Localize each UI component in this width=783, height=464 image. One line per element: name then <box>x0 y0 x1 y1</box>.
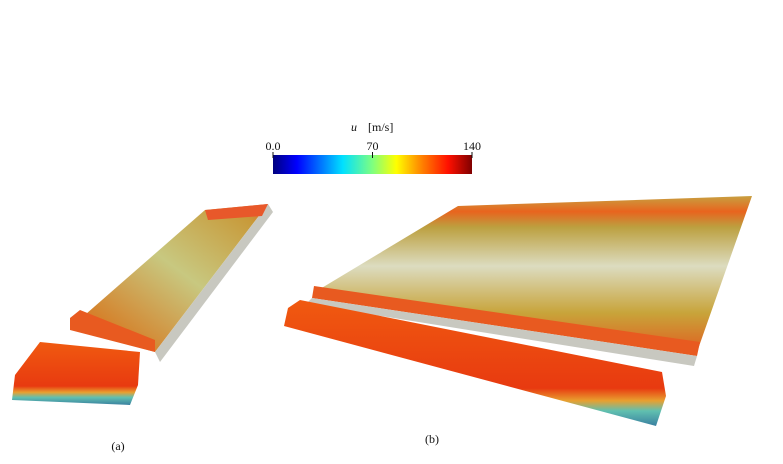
edge <box>306 298 697 366</box>
band <box>205 204 268 220</box>
surface <box>315 196 752 352</box>
front-block <box>284 300 666 426</box>
colorbar-ticks: 0.0 70 140 <box>266 139 481 158</box>
band <box>70 310 155 352</box>
edge <box>155 204 273 362</box>
caption: (a) <box>111 439 124 453</box>
front-block <box>12 342 140 405</box>
surface <box>70 204 268 352</box>
panel-a-render <box>12 204 273 405</box>
tick-label: 70 <box>367 139 379 153</box>
caption: (b) <box>425 432 439 446</box>
panel-b-render <box>284 196 752 426</box>
tick-label: 140 <box>463 139 481 153</box>
tick-label: 0.0 <box>266 139 281 153</box>
colorbar <box>273 155 472 174</box>
colorbar-symbol: u <box>351 120 357 134</box>
band <box>312 286 700 356</box>
colorbar-unit: [m/s] <box>368 120 393 134</box>
